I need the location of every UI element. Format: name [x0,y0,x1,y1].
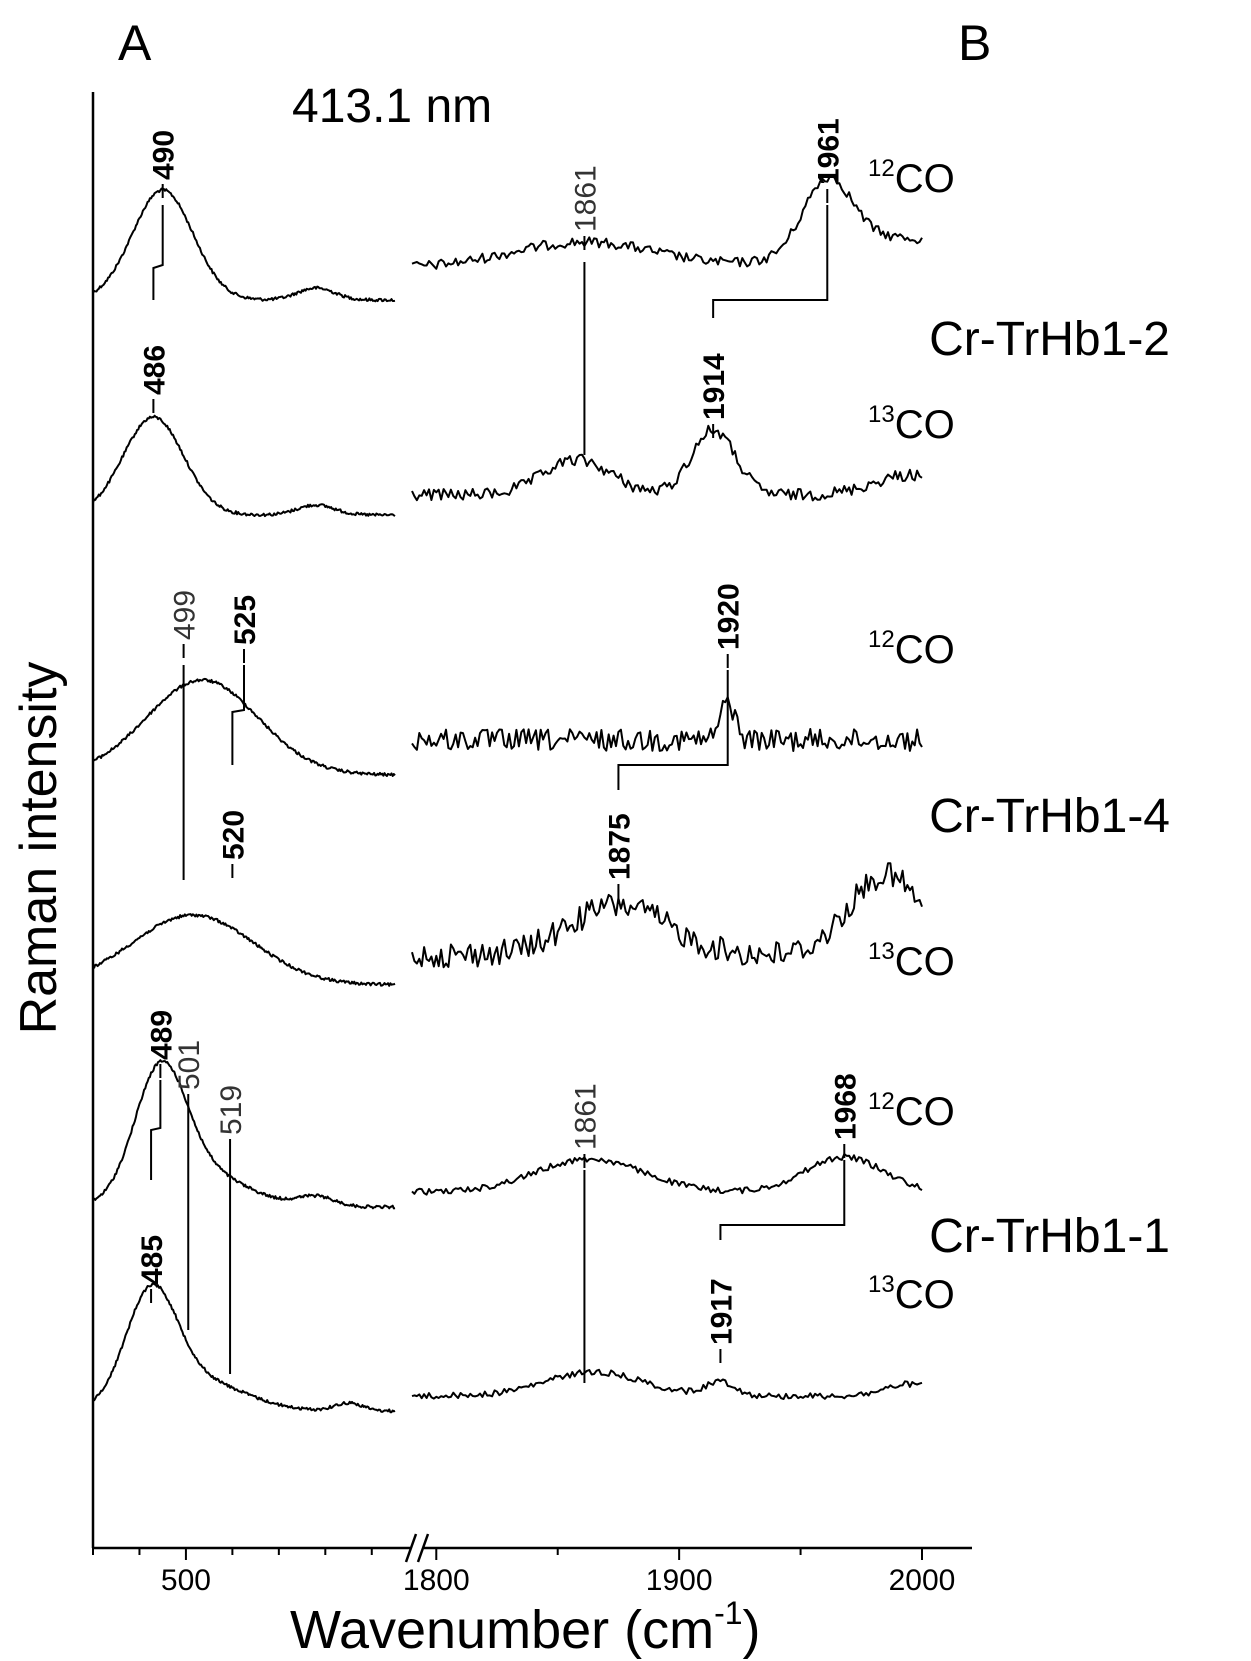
spectrum-trace-low [92,187,396,303]
peak-label: 519 [215,1085,248,1135]
isotope-label: 12CO [868,626,955,672]
isotope-mass: 12 [868,155,895,182]
spectrum-trace-high [411,862,923,969]
axis-break-mark [404,1533,418,1563]
panel-label-b: B [958,15,991,71]
peak-labels: 490 1861 1961 486 1914 499 525 1920 520 1875 48950… [136,118,862,1363]
peak-label: 1875 [603,813,636,880]
x-axis-label-main: Wavenumber (cm [290,1600,714,1660]
spectrum-trace-low [92,414,396,518]
peak-label: 499 [169,590,202,640]
sample-labels: Cr-TrHb1-2 Cr-TrHb1-4 Cr-TrHb1-1 [929,313,1170,1263]
panel-label-a: A [118,15,152,71]
shift-connector [152,205,164,300]
isotope-mass: 12 [868,1088,895,1115]
peak-label: 1920 [713,583,746,650]
spectrum-trace-high [411,1368,923,1400]
spectrum-trace-low [92,1282,396,1414]
isotope-species: CO [895,628,955,672]
spectrum-trace-low [92,1059,396,1210]
isotope-species: CO [895,157,955,201]
axis-break-mark [416,1533,430,1563]
peak-label: 485 [136,1235,169,1285]
peak-label: 490 [148,130,181,180]
peak-label: 1917 [705,1278,738,1345]
isotope-species: CO [895,940,955,984]
peak-label: 520 [217,810,250,860]
x-ticks: 500 1800 1900 2000 [92,1548,956,1597]
isotope-mass: 13 [868,938,895,965]
x-tick-label: 2000 [889,1564,956,1597]
shift-connector [231,665,245,765]
spectra-traces [92,175,923,1414]
isotope-label: 12CO [868,1088,955,1134]
peak-label: 1961 [812,118,845,185]
x-tick-label: 1800 [403,1564,470,1597]
shift-connector [712,205,829,318]
isotope-mass: 13 [868,1271,895,1298]
isotope-label: 13CO [868,401,955,447]
shift-connector [617,670,729,790]
peak-label: 501 [173,1040,206,1090]
axes: 500 1800 1900 2000 [91,92,972,1597]
shift-connector [719,1160,846,1240]
peak-label: 525 [229,595,262,645]
spectrum-trace-high [411,1153,923,1196]
isotope-label: 13CO [868,938,955,984]
excitation-wavelength: 413.1 nm [292,80,492,133]
peak-label: 1861 [569,165,602,232]
isotope-mass: 12 [868,626,895,653]
sample-name: Cr-TrHb1-4 [929,790,1170,843]
isotope-shift-connectors [150,205,846,1383]
isotope-species: CO [895,403,955,447]
isotope-species: CO [895,1090,955,1134]
shift-connector [150,1080,162,1180]
sample-name: Cr-TrHb1-1 [929,1210,1170,1263]
isotope-species: CO [895,1273,955,1317]
spectrum-trace-low [92,913,396,987]
peak-label: 1861 [569,1083,602,1150]
isotope-label: 13CO [868,1271,955,1317]
spectrum-trace-high [411,175,923,270]
x-tick-label: 500 [161,1564,211,1597]
peak-label: 1914 [698,353,731,420]
peak-label: 1968 [829,1073,862,1140]
x-axis-label-unit-exponent: -1 [714,1595,742,1631]
sample-name: Cr-TrHb1-2 [929,313,1170,366]
y-axis-label: Raman intensity [10,662,68,1035]
peak-label: 489 [145,1010,178,1060]
isotope-mass: 13 [868,401,895,428]
spectrum-trace-high [411,696,923,752]
x-axis-label-close: ) [743,1600,761,1660]
x-tick-label: 1900 [646,1564,713,1597]
x-axis-label: Wavenumber (cm-1) [290,1595,761,1660]
spectrum-trace-high [411,424,923,502]
peak-label: 486 [138,345,171,395]
isotope-label: 12CO [868,155,955,201]
